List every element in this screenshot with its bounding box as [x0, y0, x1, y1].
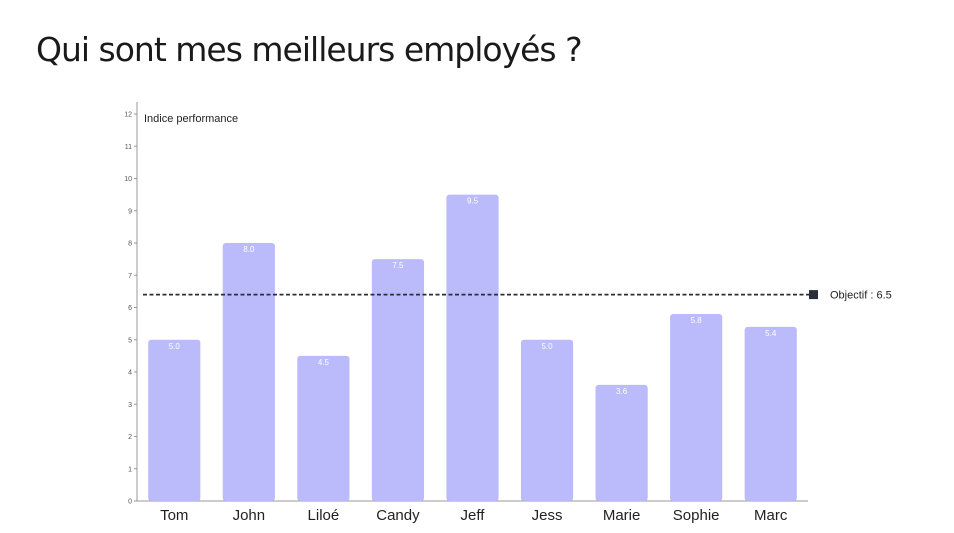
bar-liloé: [297, 355, 350, 501]
y-tick-label: 3: [128, 402, 132, 409]
y-tick-label: 10: [124, 176, 132, 183]
category-label: Candy: [376, 507, 420, 524]
objective-reference: Objectif : 6.5: [143, 290, 892, 302]
category-label: Marc: [754, 507, 788, 524]
y-tick-label: 12: [124, 112, 132, 119]
bar-value-label: 8.0: [243, 245, 255, 254]
bar-value-label: 5.4: [765, 329, 777, 338]
objective-marker: [809, 290, 818, 300]
bar-john: [222, 243, 275, 501]
bar-value-label: 5.0: [169, 342, 181, 351]
y-tick-label: 9: [128, 208, 132, 215]
y-tick-label: 6: [128, 305, 132, 312]
bar-jess: [520, 339, 574, 501]
category-label: Jess: [532, 507, 563, 524]
bar-sophie: [670, 313, 723, 501]
y-tick-label: 2: [128, 434, 132, 441]
bar-jeff: [446, 194, 499, 501]
category-label: John: [233, 507, 266, 524]
bar-value-label: 5.8: [691, 316, 703, 325]
category-label: Marie: [603, 507, 641, 524]
bar-tom: [148, 339, 201, 501]
category-label: Tom: [160, 507, 188, 524]
y-axis-label: Indice performance: [144, 113, 238, 125]
bar-marc: [744, 326, 797, 501]
bar-value-label: 5.0: [541, 342, 553, 351]
y-tick-label: 1: [128, 466, 132, 473]
bar-value-label: 4.5: [318, 358, 330, 367]
bar-value-label: 7.5: [392, 261, 404, 270]
y-tick-label: 7: [128, 273, 132, 280]
y-tick-label: 8: [128, 241, 132, 248]
objective-label: Objectif : 6.5: [830, 290, 892, 302]
y-tick-label: 5: [128, 337, 132, 344]
category-label: Jeff: [461, 507, 486, 524]
bar-value-label: 3.6: [616, 387, 628, 396]
bars: 5.0 Tom 8.0 John 4.5 Liloé 7.5 Candy 9.5 Jeff 5.0 J…: [148, 194, 797, 524]
bar-value-label: 9.5: [467, 197, 479, 206]
y-tick-label: 11: [125, 144, 132, 151]
bar-marie: [595, 384, 648, 501]
category-label: Liloé: [308, 507, 340, 524]
bar-candy: [371, 259, 425, 501]
y-tick-label: 4: [128, 370, 132, 377]
y-tick-label: 0: [128, 499, 132, 506]
page-title: Qui sont mes meilleurs employés ?: [36, 30, 583, 69]
category-label: Sophie: [673, 507, 720, 524]
